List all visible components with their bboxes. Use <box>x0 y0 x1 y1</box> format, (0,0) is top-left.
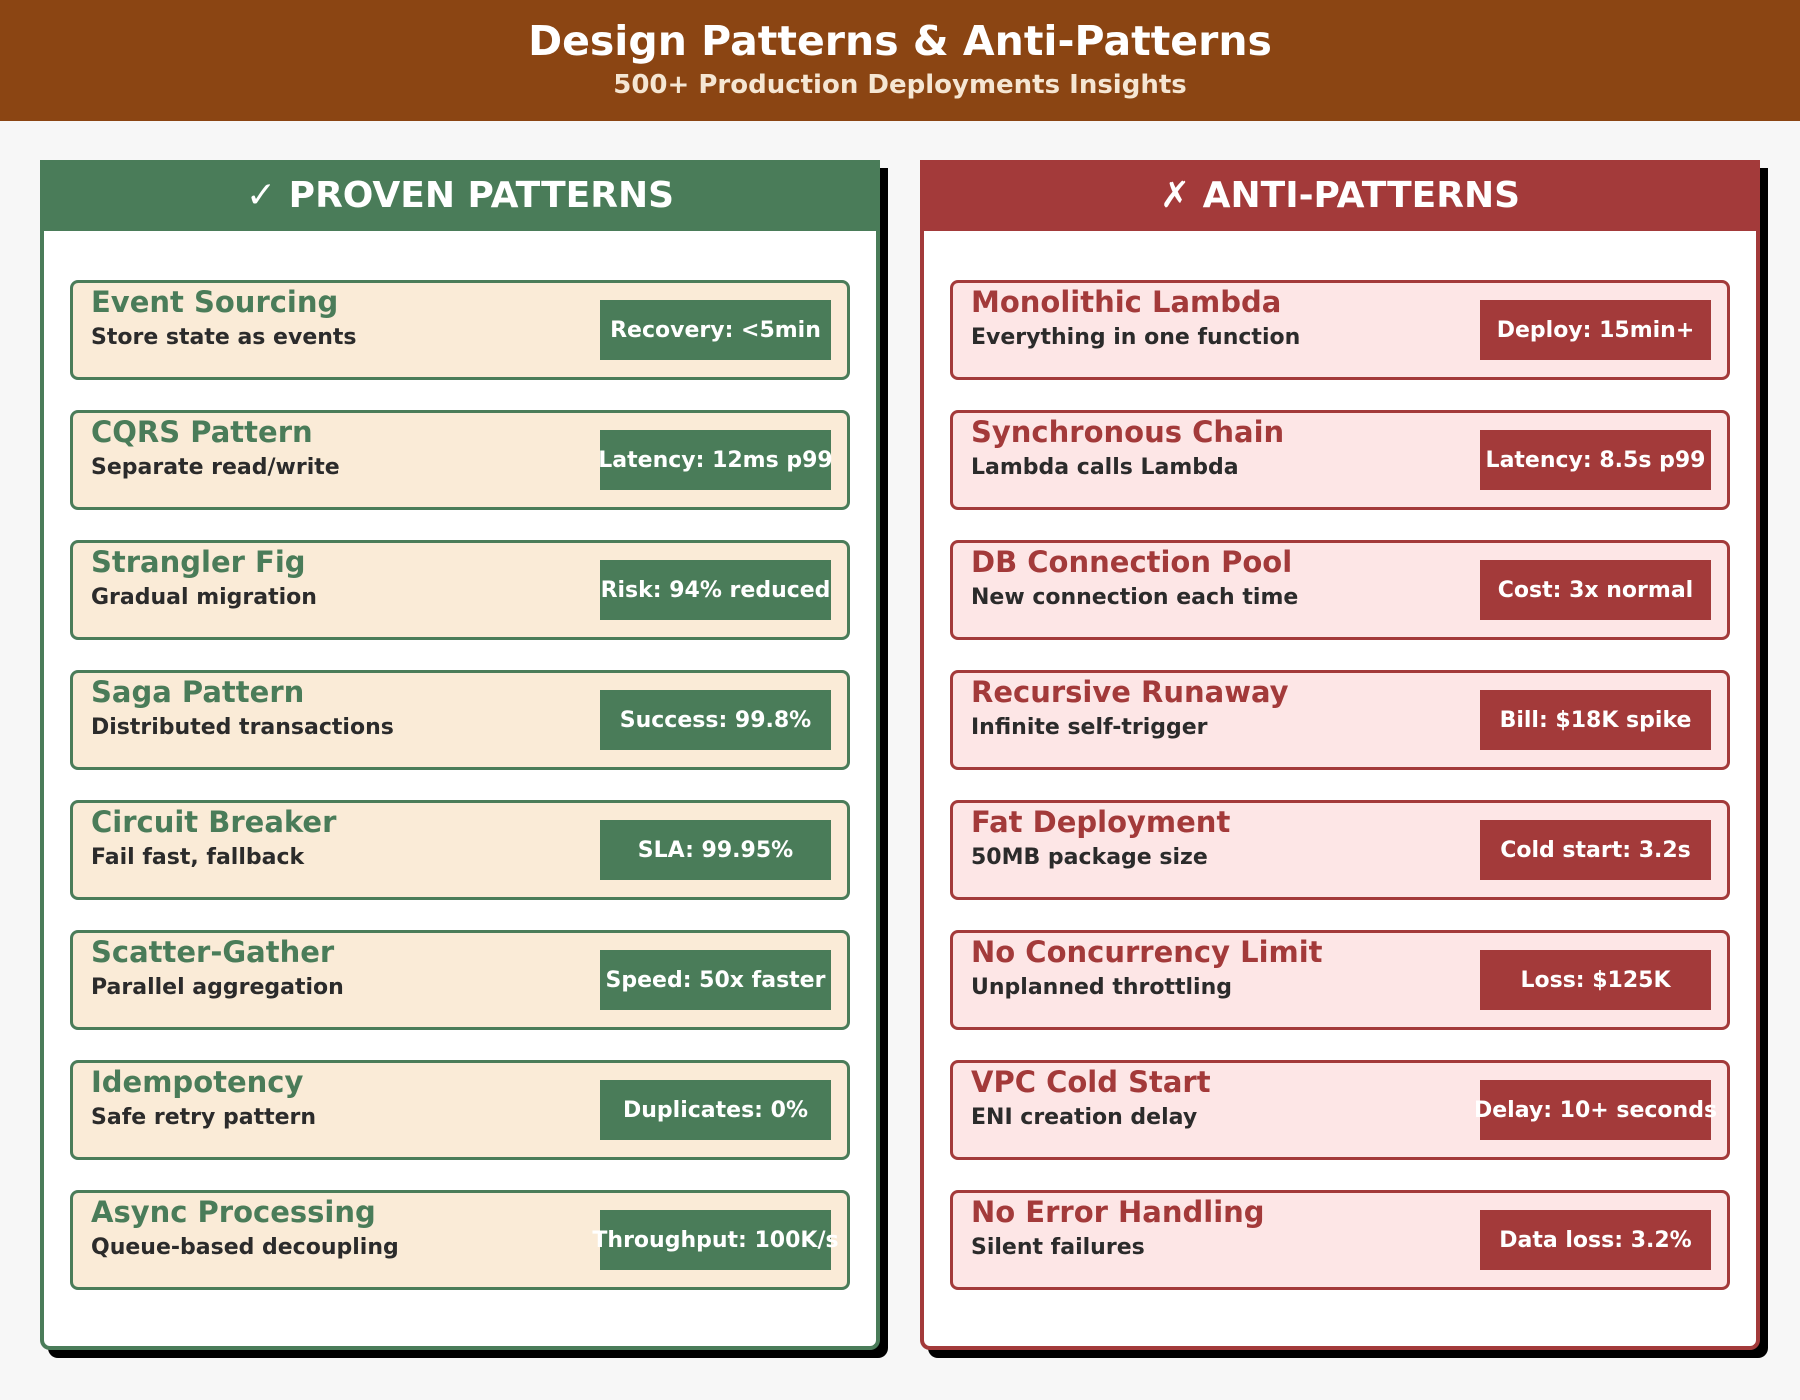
card-title: Circuit Breaker <box>91 805 337 839</box>
card-title: Async Processing <box>91 1195 376 1229</box>
card-title: Fat Deployment <box>971 805 1231 839</box>
card-description: Parallel aggregation <box>91 975 344 1000</box>
header-banner: Design Patterns & Anti-Patterns 500+ Pro… <box>0 0 1800 121</box>
pattern-card: Scatter-Gather Parallel aggregation Spee… <box>70 930 850 1030</box>
card-description: Lambda calls Lambda <box>971 455 1239 480</box>
anti-pattern-card: DB Connection Pool New connection each t… <box>950 540 1730 640</box>
metric-badge: Latency: 8.5s p99 <box>1480 430 1711 490</box>
card-title: Recursive Runaway <box>971 675 1289 709</box>
anti-pattern-card: Recursive Runaway Infinite self-trigger … <box>950 670 1730 770</box>
metric-badge: Bill: $18K spike <box>1480 690 1711 750</box>
metric-badge: Deploy: 15min+ <box>1480 300 1711 360</box>
anti-pattern-card: VPC Cold Start ENI creation delay Delay:… <box>950 1060 1730 1160</box>
card-description: Queue-based decoupling <box>91 1235 399 1260</box>
metric-badge: Recovery: <5min <box>600 300 831 360</box>
card-description: Safe retry pattern <box>91 1105 317 1130</box>
metric-badge: Data loss: 3.2% <box>1480 1210 1711 1270</box>
metric-badge: Latency: 12ms p99 <box>598 430 833 490</box>
proven-patterns-heading: ✓ PROVEN PATTERNS <box>40 160 880 231</box>
metric-badge: Cold start: 3.2s <box>1480 820 1711 880</box>
pattern-card: Saga Pattern Distributed transactions Su… <box>70 670 850 770</box>
card-description: Distributed transactions <box>91 715 394 740</box>
card-description: Fail fast, fallback <box>91 845 305 870</box>
pattern-card: Circuit Breaker Fail fast, fallback SLA:… <box>70 800 850 900</box>
proven-patterns-panel: ✓ PROVEN PATTERNS Event Sourcing Store s… <box>40 160 880 1350</box>
metric-badge: Success: 99.8% <box>600 690 831 750</box>
card-title: VPC Cold Start <box>971 1065 1211 1099</box>
card-description: Store state as events <box>91 325 357 350</box>
card-description: Gradual migration <box>91 585 317 610</box>
card-title: No Concurrency Limit <box>971 935 1323 969</box>
pattern-card: Strangler Fig Gradual migration Risk: 94… <box>70 540 850 640</box>
card-title: Event Sourcing <box>91 285 339 319</box>
card-description: Silent failures <box>971 1235 1145 1260</box>
pattern-card: Async Processing Queue-based decoupling … <box>70 1190 850 1290</box>
card-description: 50MB package size <box>971 845 1208 870</box>
card-title: Scatter-Gather <box>91 935 335 969</box>
pattern-card: CQRS Pattern Separate read/write Latency… <box>70 410 850 510</box>
metric-badge: Duplicates: 0% <box>600 1080 831 1140</box>
card-title: Strangler Fig <box>91 545 306 579</box>
card-title: Idempotency <box>91 1065 304 1099</box>
card-title: No Error Handling <box>971 1195 1265 1229</box>
anti-pattern-card: Monolithic Lambda Everything in one func… <box>950 280 1730 380</box>
card-description: ENI creation delay <box>971 1105 1198 1130</box>
pattern-card: Event Sourcing Store state as events Rec… <box>70 280 850 380</box>
card-title: Saga Pattern <box>91 675 305 709</box>
metric-badge: Loss: $125K <box>1480 950 1711 1010</box>
metric-badge: Cost: 3x normal <box>1480 560 1711 620</box>
card-description: New connection each time <box>971 585 1299 610</box>
metric-badge: SLA: 99.95% <box>600 820 831 880</box>
page-title: Design Patterns & Anti-Patterns <box>528 17 1272 65</box>
card-description: Everything in one function <box>971 325 1301 350</box>
card-title: Synchronous Chain <box>971 415 1285 449</box>
page-subtitle: 500+ Production Deployments Insights <box>613 70 1187 100</box>
metric-badge: Delay: 10+ seconds <box>1474 1080 1717 1140</box>
card-description: Infinite self-trigger <box>971 715 1208 740</box>
metric-badge: Speed: 50x faster <box>600 950 831 1010</box>
card-description: Separate read/write <box>91 455 340 480</box>
card-title: DB Connection Pool <box>971 545 1293 579</box>
anti-pattern-card: No Error Handling Silent failures Data l… <box>950 1190 1730 1290</box>
card-title: Monolithic Lambda <box>971 285 1282 319</box>
anti-pattern-card: Fat Deployment 50MB package size Cold st… <box>950 800 1730 900</box>
metric-badge: Throughput: 100K/s <box>592 1210 839 1270</box>
pattern-card: Idempotency Safe retry pattern Duplicate… <box>70 1060 850 1160</box>
anti-patterns-heading: ✗ ANTI-PATTERNS <box>920 160 1760 231</box>
card-description: Unplanned throttling <box>971 975 1232 1000</box>
anti-pattern-card: No Concurrency Limit Unplanned throttlin… <box>950 930 1730 1030</box>
anti-patterns-panel: ✗ ANTI-PATTERNS Monolithic Lambda Everyt… <box>920 160 1760 1350</box>
metric-badge: Risk: 94% reduced <box>600 560 831 620</box>
anti-pattern-card: Synchronous Chain Lambda calls Lambda La… <box>950 410 1730 510</box>
card-title: CQRS Pattern <box>91 415 313 449</box>
